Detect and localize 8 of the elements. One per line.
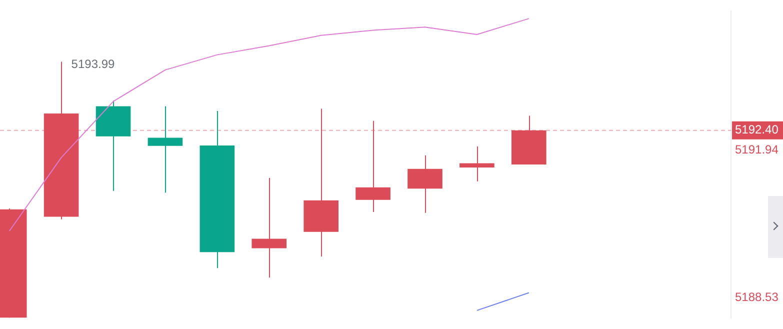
ref-line-label: 5192.40 — [735, 122, 779, 137]
y-tick-label: 5188.53 — [735, 290, 779, 304]
y-tick-label: 5191.94 — [735, 142, 779, 157]
candlestick — [460, 146, 494, 182]
annotation: 5193.99 — [71, 57, 116, 72]
candlestick — [148, 106, 183, 194]
candlestick — [356, 120, 390, 212]
candlestick — [252, 177, 287, 278]
